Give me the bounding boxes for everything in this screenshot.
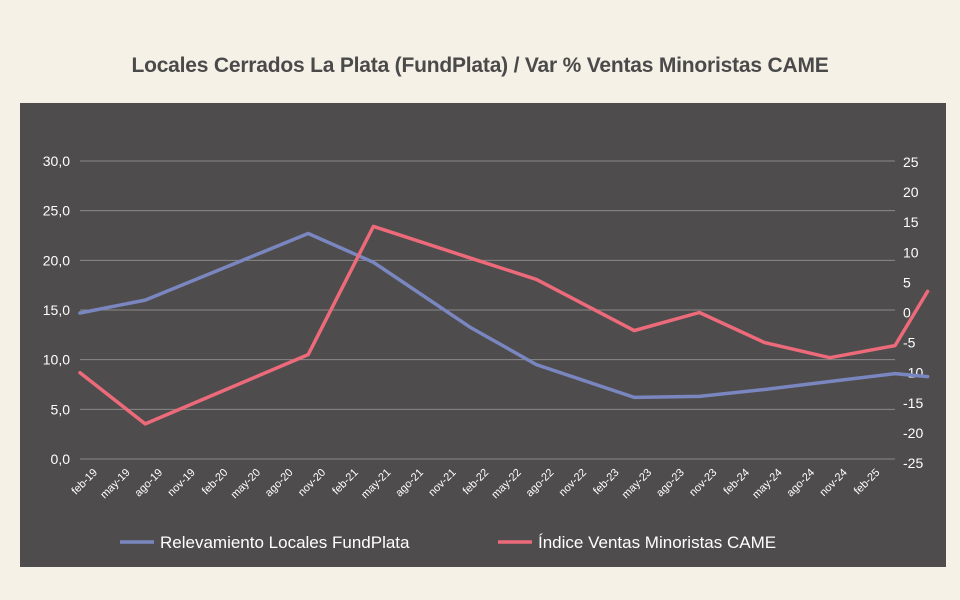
right-tick-label: 10 bbox=[903, 244, 919, 260]
x-tick-label: feb-25 bbox=[852, 467, 883, 498]
right-tick-label: -25 bbox=[903, 455, 923, 471]
left-tick-label: 10,0 bbox=[43, 352, 70, 368]
x-tick-label: may-20 bbox=[229, 467, 263, 501]
x-tick-label: nov-21 bbox=[426, 467, 458, 499]
series-lines bbox=[78, 224, 930, 426]
left-y-axis: 0,0 5,0 10,0 15,0 20,0 25,0 30,0 bbox=[43, 153, 70, 467]
series-line-fundplata bbox=[78, 231, 930, 400]
x-tick-label: feb-22 bbox=[461, 467, 492, 498]
chart-panel: 0,0 5,0 10,0 15,0 20,0 25,0 30,0 25 20 15 10 5 0 -5 -… bbox=[20, 103, 946, 567]
left-tick-label: 20,0 bbox=[43, 252, 70, 268]
x-tick-label: ago-22 bbox=[524, 467, 557, 500]
x-tick-label: feb-24 bbox=[722, 467, 753, 498]
right-tick-label: -10 bbox=[903, 365, 923, 381]
right-tick-label: -15 bbox=[903, 395, 923, 411]
legend-label: Índice Ventas Minoristas CAME bbox=[538, 533, 776, 552]
series-line-came bbox=[78, 224, 930, 426]
left-tick-label: 30,0 bbox=[43, 153, 70, 169]
chart-title: Locales Cerrados La Plata (FundPlata) / … bbox=[131, 54, 829, 77]
right-tick-label: -20 bbox=[903, 425, 923, 441]
x-tick-label: nov-23 bbox=[687, 467, 719, 499]
right-tick-label: 0 bbox=[903, 305, 911, 321]
x-tick-label: nov-24 bbox=[818, 467, 850, 499]
right-tick-label: -5 bbox=[903, 335, 916, 351]
x-tick-label: may-24 bbox=[750, 467, 784, 501]
x-tick-label: may-22 bbox=[489, 467, 523, 501]
x-tick-label: feb-23 bbox=[591, 467, 622, 498]
x-tick-label: may-19 bbox=[98, 467, 132, 501]
gridlines bbox=[80, 160, 895, 460]
x-tick-label: nov-19 bbox=[166, 467, 198, 499]
x-tick-label: ago-20 bbox=[263, 467, 296, 500]
x-tick-label: ago-23 bbox=[654, 467, 687, 500]
x-tick-label: feb-19 bbox=[70, 467, 101, 498]
left-tick-label: 5,0 bbox=[51, 401, 71, 417]
x-tick-label: ago-24 bbox=[785, 467, 818, 500]
x-tick-label: may-21 bbox=[359, 467, 393, 501]
x-tick-label: ago-21 bbox=[393, 467, 426, 500]
legend-item-fundplata: Relevamiento Locales FundPlata bbox=[120, 533, 410, 552]
x-tick-label: nov-20 bbox=[296, 467, 328, 499]
legend-item-came: Índice Ventas Minoristas CAME bbox=[498, 533, 776, 552]
right-tick-label: 25 bbox=[903, 154, 919, 170]
right-tick-label: 15 bbox=[903, 214, 919, 230]
left-tick-label: 0,0 bbox=[51, 451, 71, 467]
x-tick-label: feb-20 bbox=[200, 467, 231, 498]
legend: Relevamiento Locales FundPlata Índice Ven… bbox=[120, 533, 776, 552]
right-tick-label: 5 bbox=[903, 274, 911, 290]
line-chart: 0,0 5,0 10,0 15,0 20,0 25,0 30,0 25 20 15 10 5 0 -5 -… bbox=[43, 153, 930, 552]
legend-label: Relevamiento Locales FundPlata bbox=[160, 533, 410, 552]
x-tick-label: ago-19 bbox=[133, 467, 166, 500]
x-tick-label: may-23 bbox=[620, 467, 654, 501]
left-tick-label: 25,0 bbox=[43, 203, 70, 219]
left-tick-label: 15,0 bbox=[43, 302, 70, 318]
right-tick-label: 20 bbox=[903, 184, 919, 200]
x-tick-label: feb-21 bbox=[330, 467, 361, 498]
x-tick-label: nov-22 bbox=[557, 467, 589, 499]
